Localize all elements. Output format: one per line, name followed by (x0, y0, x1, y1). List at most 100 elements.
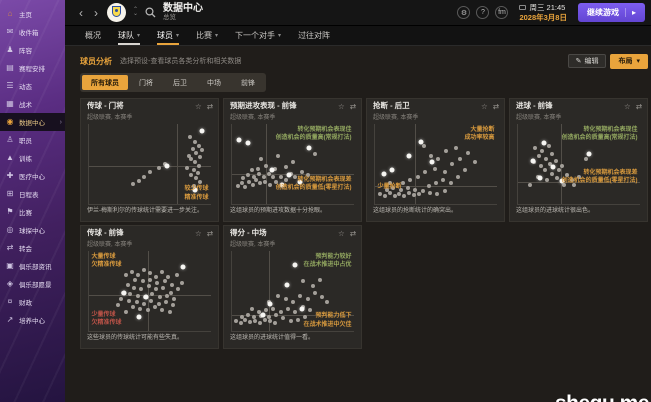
highlighted-data-point (306, 145, 312, 151)
favorite-star-icon[interactable]: ☆ (194, 229, 202, 238)
search-icon[interactable] (145, 7, 156, 18)
sidebar-item-club-info[interactable]: ▣ 俱乐部资讯 (0, 257, 65, 275)
sidebar-item-club-vision[interactable]: ◈ 俱乐部愿景 (0, 275, 65, 293)
filter-chip-前锋[interactable]: 前锋 (241, 79, 255, 87)
sidebar-item-home[interactable]: ⌂ 主页 (0, 5, 65, 23)
data-point (298, 293, 303, 298)
top-bar: ‹ › ⌃ ⌄ 数据中心 总览 ⚙? fm 周三 21:45 2028年3月8日 继… (65, 0, 651, 26)
section-header: 球员分析 选择预设-查看球员各类分析和相关数据 ✎ 编辑 布局 ▾ (80, 52, 648, 70)
settings-icon[interactable]: ⚙ (457, 6, 471, 19)
fm-logo-icon[interactable]: fm (495, 6, 509, 19)
page-subtitle: 总览 (163, 14, 177, 22)
data-point (248, 320, 253, 325)
highlighted-data-point (192, 187, 198, 193)
filter-chip-中场[interactable]: 中场 (207, 79, 221, 87)
sidebar-item-tactics[interactable]: ▦ 战术 (0, 95, 65, 113)
favorite-star-icon[interactable]: ☆ (337, 102, 345, 111)
panel-caption: 这组球员的预期进攻数据十分抢眼。 (230, 208, 327, 214)
tab-过往对阵[interactable]: 过往对阵 (298, 26, 330, 45)
expand-icon[interactable]: ⇄ (349, 102, 356, 111)
edit-button[interactable]: ✎ 编辑 (567, 54, 607, 68)
data-point (271, 174, 276, 179)
sidebar-item-inbox[interactable]: ✉ 收件箱 (0, 23, 65, 41)
expand-icon[interactable]: ⇄ (349, 229, 356, 238)
expand-icon[interactable]: ⇄ (635, 102, 642, 111)
scatter-plot: 大量抢断 成功率较高 少量抢断 (374, 124, 497, 205)
club-cycle-arrows[interactable]: ⌃ ⌄ (133, 7, 139, 17)
sidebar-item-label: 日程表 (19, 192, 39, 199)
data-point (377, 192, 382, 197)
sidebar-item-transfers[interactable]: ⇄ 转会 (0, 239, 65, 257)
sidebar-item-label: 赛程安排 (19, 66, 45, 73)
data-point (387, 181, 392, 186)
sidebar-item-label: 转会 (19, 246, 32, 253)
training-icon: ▲ (6, 153, 14, 162)
panel-title: 传球 - 门将 (87, 101, 124, 110)
highlighted-data-point (245, 140, 251, 146)
sidebar-item-competitions[interactable]: ⚑ 比赛 (0, 203, 65, 221)
favorite-star-icon[interactable]: ☆ (337, 229, 345, 238)
club-badge[interactable] (107, 3, 126, 22)
expand-icon[interactable]: ⇄ (206, 229, 213, 238)
data-point (258, 321, 263, 325)
data-point (239, 314, 244, 319)
filter-chip-后卫[interactable]: 后卫 (173, 79, 187, 87)
data-point (310, 284, 315, 289)
tab-比赛[interactable]: 比赛 ▾ (196, 26, 218, 45)
continue-button[interactable]: 继续游戏 ▸ (577, 3, 645, 22)
sidebar-item-scouting[interactable]: ◎ 球探中心 (0, 221, 65, 239)
sidebar-item-finances[interactable]: ¤ 财政 (0, 293, 65, 311)
highlighted-data-point (286, 172, 292, 178)
favorite-star-icon[interactable]: ☆ (623, 102, 631, 111)
sidebar-item-dynamics[interactable]: ☰ 动态 (0, 77, 65, 95)
tab-下一个对手[interactable]: 下一个对手 ▾ (235, 26, 281, 45)
back-button[interactable]: ‹ (79, 5, 83, 20)
expand-icon[interactable]: ⇄ (492, 102, 499, 111)
highlighted-data-point (299, 306, 305, 312)
data-point (317, 277, 322, 282)
sidebar-item-medical-centre[interactable]: ✚ 医疗中心 (0, 167, 65, 185)
data-point (559, 163, 564, 168)
highlighted-data-point (260, 312, 265, 318)
data-point (276, 293, 281, 298)
tab-球队[interactable]: 球队 ▾ (118, 26, 141, 45)
sidebar-item-label: 俱乐部愿景 (19, 282, 52, 289)
data-point (281, 316, 286, 321)
filter-chip-所有球员[interactable]: 所有球员 (82, 75, 128, 90)
tab-概况[interactable]: 概况 (85, 26, 101, 45)
data-point (432, 166, 437, 171)
help-icon[interactable]: ? (476, 6, 490, 19)
panel-header: 预期进攻表现 - 前锋 ☆ ⇄ (224, 99, 361, 111)
data-point (420, 189, 425, 194)
data-point (443, 149, 448, 154)
data-point (152, 305, 157, 309)
panel-caption: 这组球员的进球统计很出色。 (516, 208, 595, 214)
club-info-icon: ▣ (6, 261, 14, 270)
home-icon: ⌂ (7, 9, 13, 18)
favorite-star-icon[interactable]: ☆ (480, 102, 488, 111)
highlighted-data-point (559, 178, 565, 184)
layout-button[interactable]: 布局 ▾ (610, 53, 648, 69)
data-point (130, 305, 135, 309)
sidebar-item-staff[interactable]: ♙ 职员 (0, 131, 65, 149)
page-title-block: 数据中心 总览 (163, 3, 203, 21)
chevron-down-icon: ▾ (215, 33, 219, 39)
sidebar-item-training[interactable]: ▲ 训练 (0, 149, 65, 167)
sidebar-item-schedule[interactable]: ▤ 赛程安排 (0, 59, 65, 77)
sidebar-item-calendar[interactable]: ⊞ 日程表 (0, 185, 65, 203)
sidebar-item-development-centre[interactable]: ↗ 培养中心 (0, 311, 65, 329)
expand-icon[interactable]: ⇄ (206, 102, 213, 111)
data-point (148, 170, 152, 174)
filter-chip-门将[interactable]: 门将 (139, 79, 153, 87)
sidebar: ⌂ 主页 ✉ 收件箱 ♟ 阵容 ▤ 赛程安排 ☰ 动态 ▦ 战术 ◉ 数据中心 › ♙ 职员 ▲ 训练 ✚ 医疗中心 ⊞ 日… (0, 0, 65, 402)
data-point (550, 171, 555, 176)
favorite-star-icon[interactable]: ☆ (194, 102, 202, 111)
tab-球员[interactable]: 球员 ▾ (157, 26, 180, 45)
data-point (407, 190, 412, 195)
forward-button[interactable]: › (94, 5, 98, 20)
quadrant-annotation: 大量传球 欠精准传球 (91, 254, 122, 269)
sidebar-item-data-hub[interactable]: ◉ 数据中心 › (0, 113, 65, 131)
data-point (273, 179, 278, 184)
sidebar-item-squad[interactable]: ♟ 阵容 (0, 41, 65, 59)
data-point (385, 187, 390, 192)
